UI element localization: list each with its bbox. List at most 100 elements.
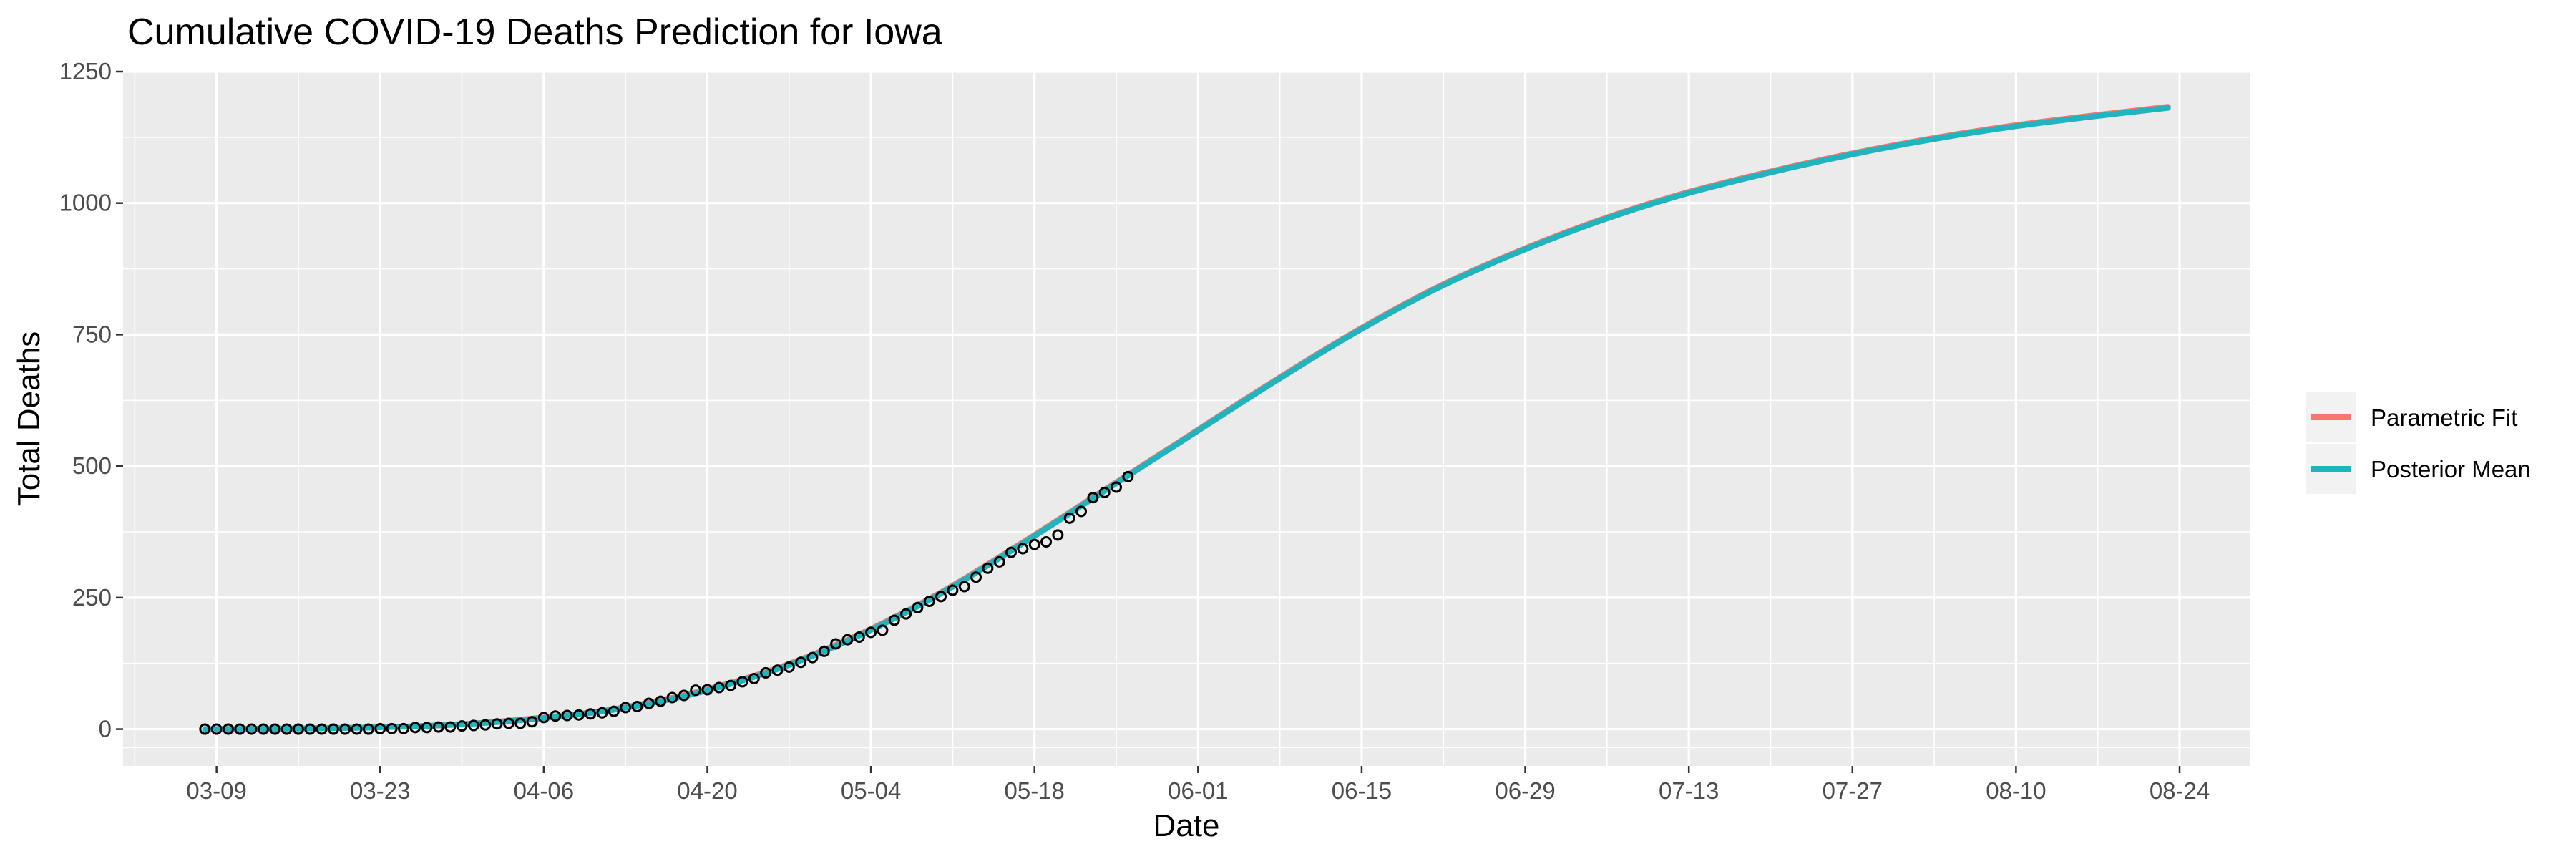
data-point: [432, 721, 444, 733]
data-point: [444, 721, 457, 733]
data-point: [456, 720, 468, 732]
data-point: [467, 719, 479, 732]
data-point: [1122, 470, 1134, 482]
data-point: [678, 689, 690, 702]
data-point: [386, 722, 398, 734]
data-point: [783, 661, 795, 673]
x-tick-label: 03-09: [186, 777, 246, 804]
data-point: [374, 722, 386, 734]
x-axis-title: Date: [1153, 808, 1220, 843]
data-point: [362, 723, 374, 735]
y-tick-label: 0: [99, 716, 112, 742]
data-point: [690, 684, 702, 697]
data-point: [713, 681, 725, 694]
y-tick-label: 250: [72, 584, 112, 611]
x-tick-label: 04-06: [514, 777, 574, 804]
x-axis-ticks: 03-09 03-23 04-06 04-20 05-04 05-18 06-01 06-15…: [186, 766, 2210, 804]
data-point: [631, 700, 643, 712]
chart-title: Cumulative COVID-19 Deaths Prediction fo…: [127, 11, 942, 53]
minor-gridlines: [123, 72, 2250, 766]
data-point: [572, 709, 585, 721]
data-point: [877, 624, 889, 636]
legend-label-posterior-mean: Posterior Mean: [2371, 456, 2531, 482]
data-point: [1111, 481, 1123, 493]
data-point: [818, 645, 830, 657]
data-point: [771, 664, 784, 676]
data-point: [585, 708, 597, 720]
data-point: [841, 634, 854, 646]
y-tick-label: 750: [72, 321, 112, 347]
data-point: [923, 595, 935, 607]
data-point: [199, 723, 211, 735]
legend-label-parametric-fit: Parametric Fit: [2371, 404, 2517, 431]
data-point: [643, 697, 655, 709]
data-point: [725, 679, 737, 691]
x-tick-label: 03-23: [350, 777, 410, 804]
data-point: [327, 723, 339, 735]
data-point: [982, 562, 994, 574]
y-tick-label: 1250: [59, 58, 112, 84]
data-point: [1052, 529, 1064, 541]
y-tick-label: 500: [72, 452, 112, 479]
data-point: [502, 717, 514, 729]
series-lines: [202, 104, 2171, 732]
data-point: [526, 716, 538, 728]
y-axis-ticks: 0 250 500 750 1000 1250: [59, 58, 123, 742]
x-tick-label: 04-20: [677, 777, 737, 804]
data-point: [760, 666, 772, 679]
x-tick-label: 06-15: [1332, 777, 1392, 804]
data-point: [1005, 546, 1018, 558]
legend: Parametric Fit Posterior Mean: [2306, 392, 2531, 494]
data-point: [970, 571, 982, 583]
data-point: [748, 673, 760, 685]
data-point: [993, 555, 1005, 568]
data-point: [853, 631, 865, 643]
x-tick-label: 05-18: [1005, 777, 1065, 804]
data-point: [912, 601, 924, 613]
y-axis-title: Total Deaths: [11, 331, 47, 507]
data-point: [234, 723, 246, 735]
data-point: [269, 723, 281, 735]
data-point: [397, 722, 409, 734]
data-point: [655, 695, 667, 707]
data-point: [409, 722, 421, 734]
data-point: [701, 684, 713, 696]
data-point: [339, 723, 351, 735]
data-point: [620, 702, 632, 714]
data-point: [1075, 505, 1088, 518]
data-point: [1063, 512, 1075, 524]
data-point: [865, 626, 877, 639]
data-point: [736, 676, 748, 688]
x-tick-label: 08-24: [2150, 777, 2210, 804]
plot-panel: [123, 72, 2250, 766]
data-point: [550, 710, 562, 722]
data-point: [304, 723, 316, 735]
data-point: [596, 707, 608, 719]
data-point: [947, 584, 959, 596]
data-point: [1028, 538, 1040, 550]
x-tick-label: 06-01: [1168, 777, 1228, 804]
data-point: [806, 651, 819, 664]
data-point: [292, 723, 304, 735]
data-point: [351, 723, 363, 735]
data-point: [280, 723, 293, 735]
data-point: [1087, 492, 1099, 504]
x-tick-label: 08-10: [1986, 777, 2046, 804]
data-point: [210, 723, 223, 735]
data-point: [222, 723, 234, 735]
data-point: [514, 717, 527, 729]
data-point: [1017, 543, 1029, 555]
x-tick-label: 07-13: [1659, 777, 1719, 804]
x-tick-label: 07-27: [1823, 777, 1883, 804]
data-point: [1040, 535, 1053, 548]
data-point: [561, 709, 573, 722]
data-point: [888, 614, 900, 626]
data-point: [666, 691, 678, 704]
data-point: [245, 723, 258, 735]
data-point: [316, 723, 328, 735]
data-point: [537, 712, 550, 724]
data-point: [421, 722, 433, 734]
data-point: [608, 705, 620, 717]
data-point: [479, 719, 492, 731]
